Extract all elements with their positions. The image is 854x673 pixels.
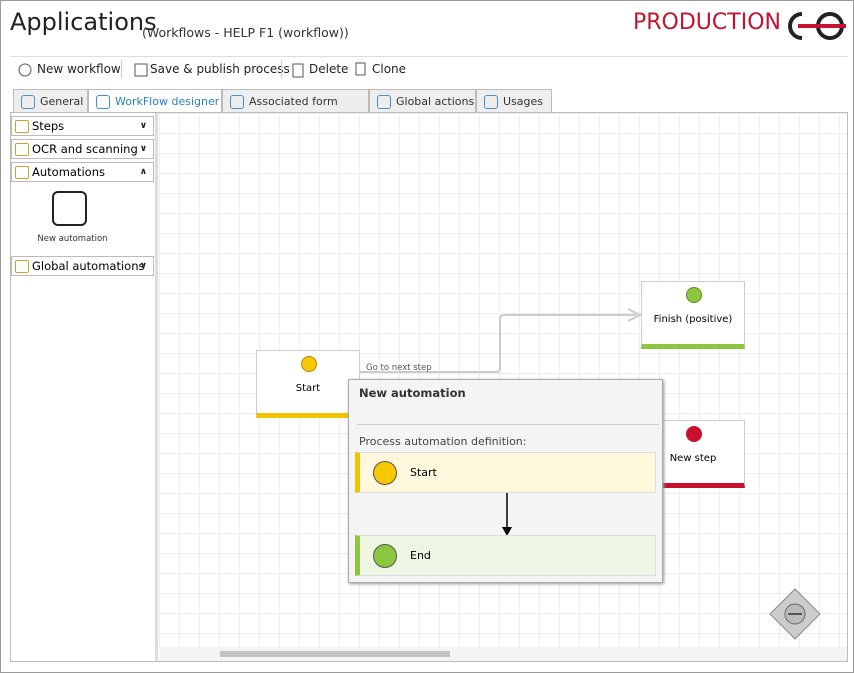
sidebar-section[interactable]: Automations ∧: [11, 162, 154, 182]
popup-title: New automation: [359, 386, 466, 400]
tab-label: Usages: [503, 95, 544, 108]
sidebar-section[interactable]: Global automations ∨: [11, 256, 154, 276]
page-title: Applications: [10, 8, 157, 36]
popup-label: Process automation definition:: [359, 435, 527, 448]
button-label: Delete: [309, 62, 349, 76]
page-subtitle: (Workflows - HELP F1 (workflow)): [142, 25, 349, 40]
separator: [121, 60, 122, 78]
logo: [788, 12, 846, 40]
sidebar-section[interactable]: OCR and scanning ∨: [11, 139, 154, 159]
section-label: Global automations: [32, 259, 145, 273]
scrollbar-thumb[interactable]: [220, 651, 450, 657]
edge-label: Go to next step: [366, 363, 432, 373]
button-label: Save & publish process: [150, 62, 290, 76]
tab-active[interactable]: WorkFlow designer: [88, 89, 222, 113]
end-icon: [373, 544, 397, 568]
tab[interactable]: General: [13, 89, 88, 112]
separator: [10, 56, 848, 57]
reject-icon: [686, 426, 702, 442]
clone-button[interactable]: Clone: [354, 62, 406, 76]
content-frame: [10, 112, 848, 662]
start-icon: [301, 356, 317, 372]
new-workflow-button[interactable]: New workflow: [17, 62, 121, 76]
toolbar-icons: [18, 62, 366, 78]
automation-icon[interactable]: [52, 191, 87, 226]
item-label: New automation: [37, 234, 108, 244]
node-label: Start: [295, 383, 321, 394]
splitter[interactable]: [155, 113, 158, 661]
start-icon: [373, 461, 397, 485]
tab[interactable]: Global actions: [369, 89, 476, 112]
section-label: OCR and scanning: [32, 142, 138, 156]
edge: [360, 314, 636, 373]
arrow-head: [627, 308, 643, 322]
environment-label: PRODUCTION: [633, 10, 781, 35]
tab-label: Global actions: [396, 95, 475, 108]
save-publish-button[interactable]: Save & publish process: [130, 62, 290, 76]
section-label: Automations: [32, 165, 105, 179]
tab-label: General: [40, 95, 84, 108]
tab-label: WorkFlow designer: [115, 95, 220, 108]
workflow-node[interactable]: Finish (positive): [641, 281, 745, 349]
separator: [357, 424, 659, 425]
tooltip-popup: New automation Process automation defini…: [348, 379, 663, 583]
node-label: Finish (positive): [653, 314, 733, 325]
flow-arrow: [502, 493, 512, 536]
tab[interactable]: Usages: [476, 89, 552, 112]
step-label: Start: [410, 466, 437, 479]
finish-icon: [686, 287, 702, 303]
scrollbar[interactable]: [159, 647, 847, 661]
separator: [281, 60, 282, 78]
node-label: New step: [669, 453, 717, 464]
navigation-control[interactable]: [769, 588, 821, 640]
step-label: End: [410, 549, 431, 562]
popup-step: Start: [355, 452, 656, 493]
popup-step: End: [355, 535, 656, 576]
section-label: Steps: [32, 119, 65, 133]
button-label: New workflow: [37, 62, 121, 76]
workflow-node[interactable]: Start: [256, 350, 360, 418]
delete-button[interactable]: Delete: [290, 62, 348, 76]
button-label: Clone: [372, 62, 407, 76]
sidebar-section[interactable]: Steps ∨: [11, 116, 154, 136]
